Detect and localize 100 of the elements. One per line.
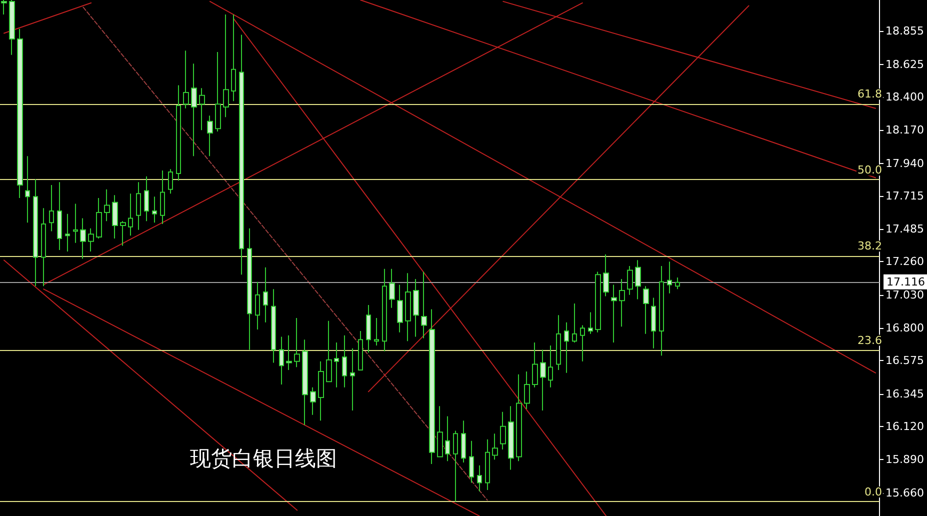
candlestick <box>1 0 7 15</box>
candlestick <box>65 213 70 252</box>
candlestick <box>239 34 244 276</box>
candlestick <box>152 196 157 224</box>
candlestick <box>57 182 62 251</box>
candlestick <box>508 406 514 470</box>
candlestick <box>350 348 355 411</box>
candlestick <box>279 336 284 385</box>
candlestick <box>564 322 569 374</box>
annotation: 61.8 <box>858 88 882 101</box>
candlestick <box>627 265 633 296</box>
candlestick <box>191 63 197 157</box>
candlestick <box>294 317 300 368</box>
candlestick <box>595 271 601 333</box>
annotation: 23.6 <box>858 334 882 347</box>
candlestick <box>532 342 538 388</box>
candlestick <box>675 277 680 290</box>
candlestick <box>500 411 506 450</box>
candlestick <box>168 168 173 194</box>
candlestick <box>556 314 561 371</box>
y-tick-label: 18.625 <box>886 58 924 71</box>
y-tick-label: 17.030 <box>886 288 924 302</box>
candlestick <box>41 208 46 287</box>
y-tick-label: 17.260 <box>886 255 924 268</box>
candlestick <box>183 50 189 109</box>
candlestick <box>572 303 577 344</box>
candlestick <box>461 420 466 464</box>
candlestick <box>326 320 332 382</box>
candlestick <box>176 84 181 182</box>
annotation: 50.0 <box>858 164 882 177</box>
candlestick <box>603 254 609 297</box>
candlestick <box>136 182 141 230</box>
candlestick <box>80 218 86 260</box>
candlestick <box>445 416 450 462</box>
candlestick <box>588 312 593 334</box>
candlestick <box>263 266 268 323</box>
candlestick <box>215 52 221 132</box>
candlestick <box>231 14 236 102</box>
y-tick-label: 17.485 <box>886 222 924 236</box>
y-tick-label: 18.170 <box>886 124 924 137</box>
y-tick-label: 17.940 <box>886 156 924 170</box>
y-tick-label: 15.660 <box>886 486 924 500</box>
candlestick <box>492 433 498 460</box>
candlestick <box>112 194 118 239</box>
candlestick <box>651 297 656 349</box>
candlestick <box>413 278 419 338</box>
candlestick <box>73 203 78 244</box>
candlestick <box>397 284 403 333</box>
candlestick <box>144 176 149 222</box>
candlestick <box>429 308 435 464</box>
candlestick <box>358 330 363 371</box>
candlestick <box>485 438 490 490</box>
candlestick <box>334 342 339 388</box>
candlestick <box>659 265 664 356</box>
candlestick <box>453 430 458 502</box>
candlestick <box>88 228 94 252</box>
candlestick <box>247 228 252 350</box>
y-tick-label: 18.855 <box>886 24 924 38</box>
candlestick <box>33 178 38 287</box>
candlestick <box>302 339 308 426</box>
candlestick <box>469 440 474 484</box>
candlestick <box>207 115 213 157</box>
candlestick <box>437 406 443 458</box>
candlestick <box>9 0 15 56</box>
candlestick <box>619 278 625 328</box>
candlestick <box>120 220 126 246</box>
candlestick <box>318 360 324 422</box>
candlestick <box>405 272 411 342</box>
candlestick <box>104 188 110 222</box>
candlestick <box>199 88 205 131</box>
candlestick <box>548 344 553 388</box>
ref-line-label: 17.116 <box>886 275 926 288</box>
candlestick <box>286 334 292 371</box>
candlestick <box>580 324 585 362</box>
candlestick <box>524 370 530 410</box>
candlestick <box>540 349 546 411</box>
candlestick <box>342 334 347 388</box>
candlestick <box>223 14 229 118</box>
candlestick <box>255 281 260 330</box>
candlestick <box>374 317 379 346</box>
candlestick <box>635 260 641 300</box>
candlestick <box>310 386 316 416</box>
y-tick-label: 16.120 <box>886 420 924 433</box>
candlestick <box>271 288 276 364</box>
y-tick-label: 16.800 <box>886 322 924 335</box>
y-tick-label: 15.890 <box>886 453 924 466</box>
candlestick <box>516 374 522 462</box>
candlestick <box>667 261 672 294</box>
candlestick <box>160 170 165 225</box>
candlestick <box>421 271 427 339</box>
candlestick <box>17 28 23 199</box>
y-tick-label: 18.400 <box>886 90 924 104</box>
candlestick <box>96 198 102 239</box>
candlestick <box>643 286 649 334</box>
candlestick <box>49 184 54 232</box>
annotation: 38.2 <box>858 240 882 253</box>
y-tick-label: 16.575 <box>886 354 924 368</box>
y-tick-label: 17.715 <box>886 189 924 202</box>
candlestick <box>389 268 395 308</box>
annotation: 0.0 <box>864 486 882 499</box>
